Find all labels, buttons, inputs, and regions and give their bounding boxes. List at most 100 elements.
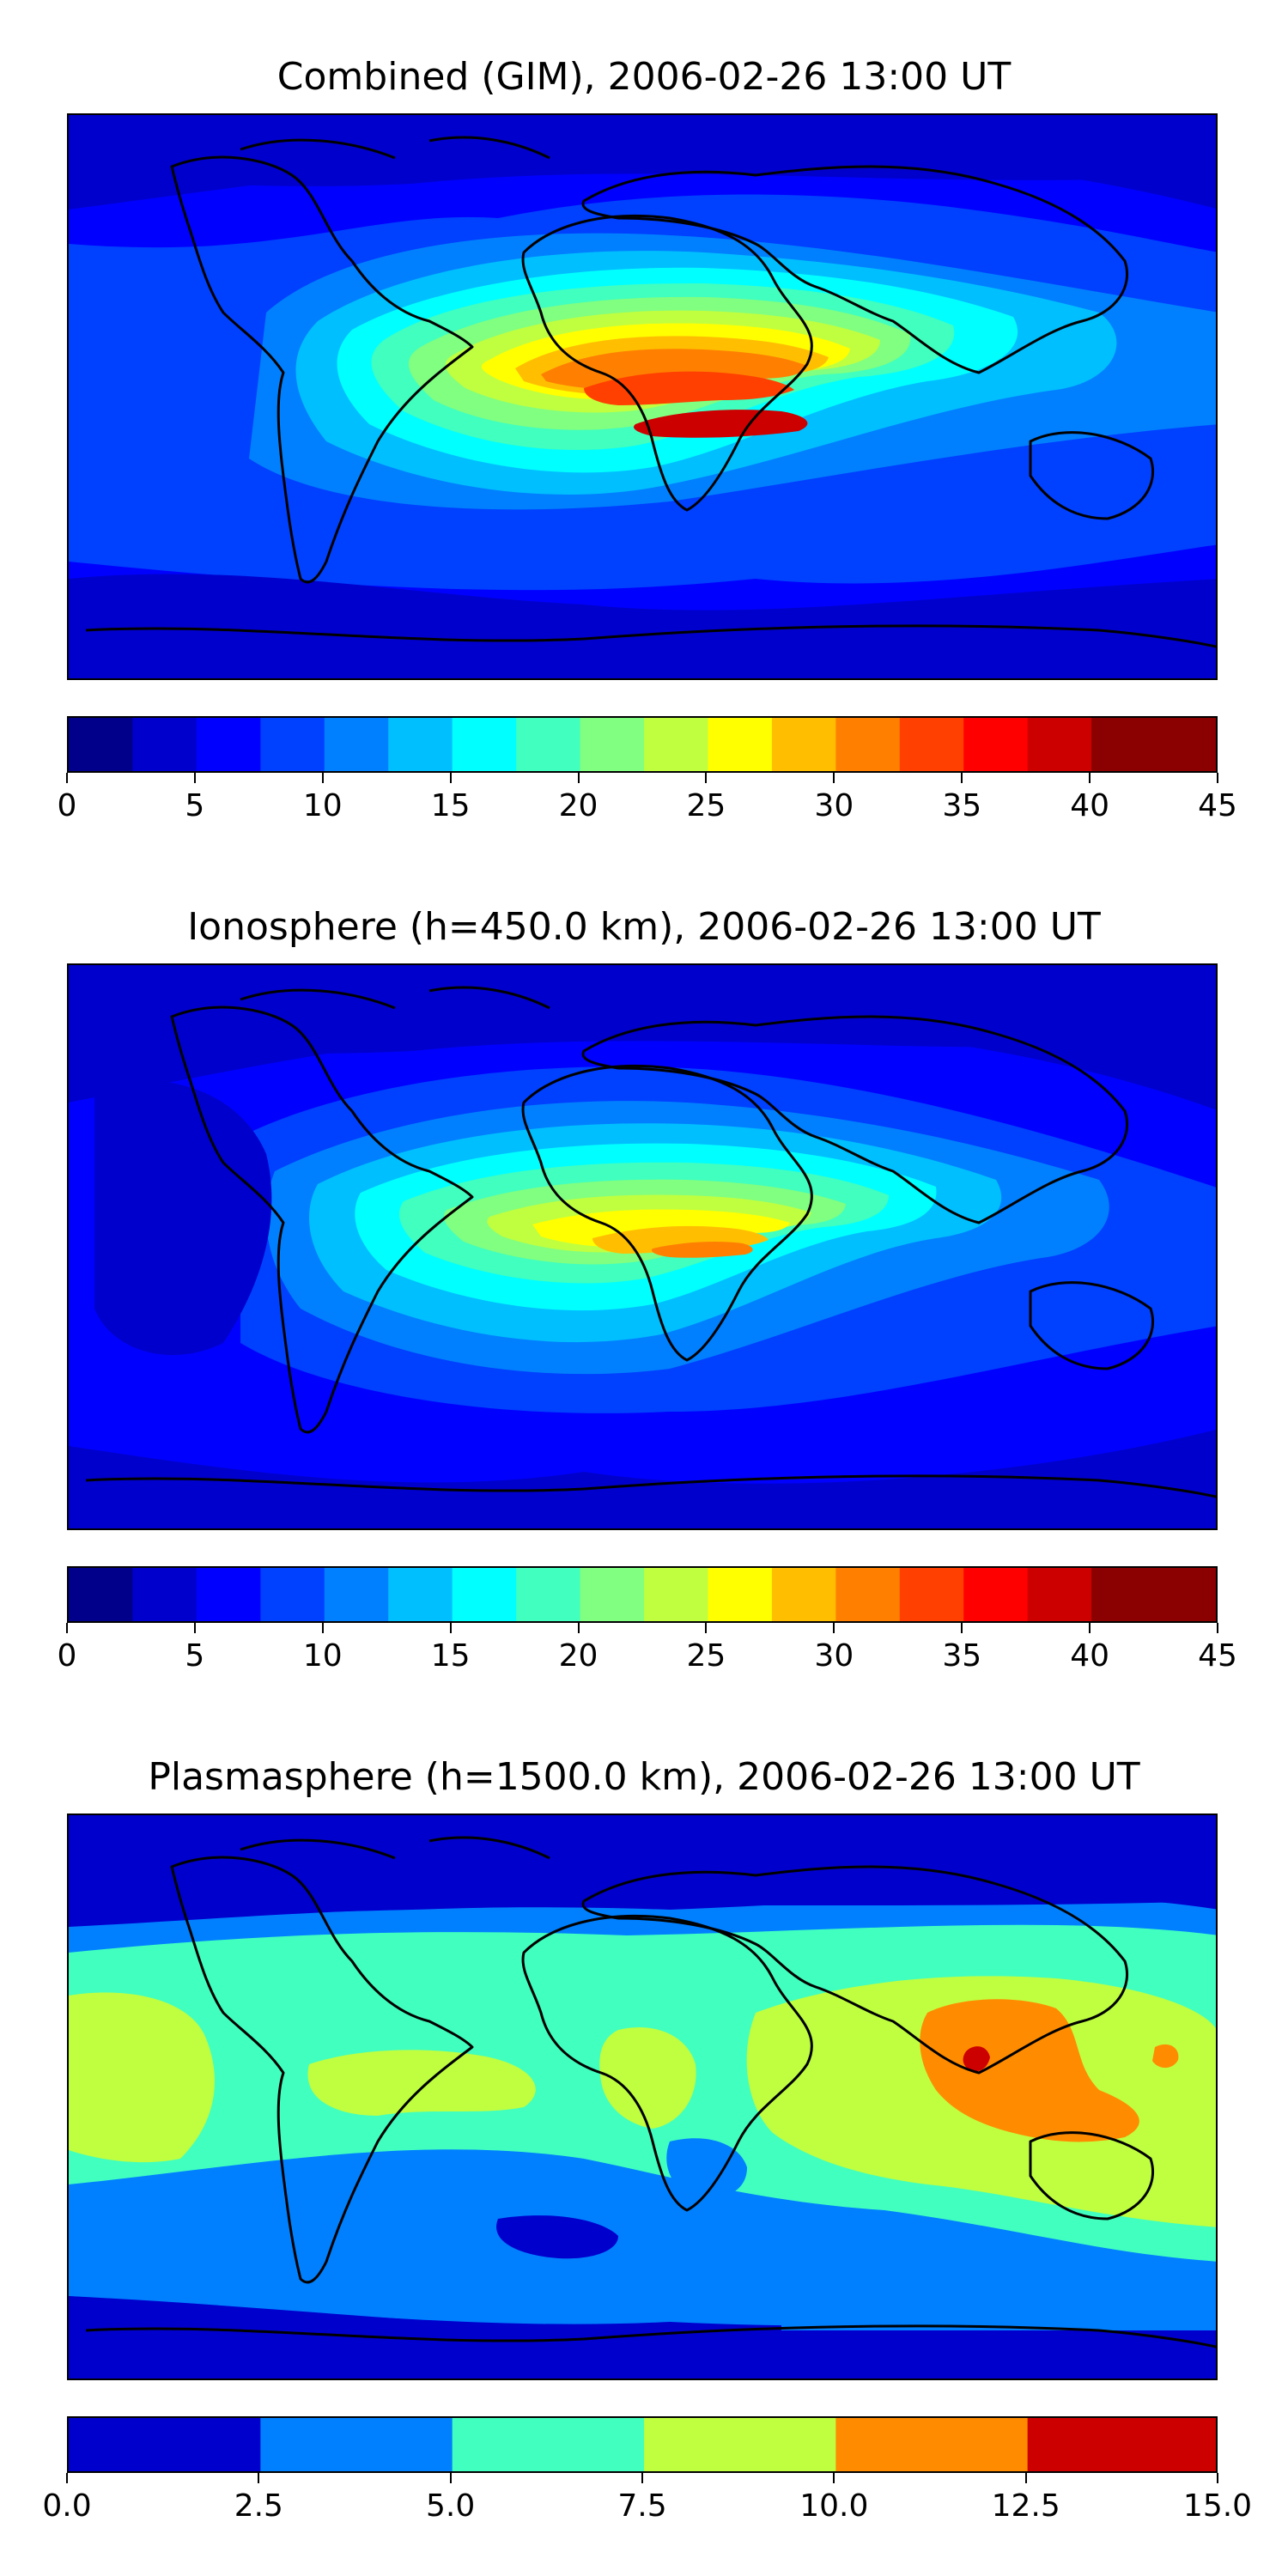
colorbar-tick-label: 35 xyxy=(942,1638,982,1674)
colorbar-segment xyxy=(644,2418,836,2471)
colorbar-tick-label: 10 xyxy=(302,1638,343,1674)
colorbar-tick-mark xyxy=(705,1623,708,1633)
colorbar-tick-label: 40 xyxy=(1070,788,1110,823)
colorbar-svg xyxy=(69,2418,1216,2471)
colorbar-tick-mark xyxy=(1217,2473,1218,2483)
colorbar-segment xyxy=(452,718,517,771)
colorbar-tick-mark xyxy=(705,773,708,783)
colorbar-segment xyxy=(69,2418,261,2471)
colorbar-tick-label: 0.0 xyxy=(42,2488,92,2524)
heatmap-map xyxy=(67,113,1218,680)
heatmap-map xyxy=(67,963,1218,1530)
chart-title: Ionosphere (h=450.0 km), 2006-02-26 13:0… xyxy=(187,905,1101,949)
colorbar-segment xyxy=(835,1568,901,1621)
colorbar-tick-mark xyxy=(961,773,963,783)
colorbar-tick-mark xyxy=(66,773,68,783)
colorbar-ticks: 0 5 10 15 20 25 30 35 40 45 xyxy=(58,1623,1237,1674)
colorbar-ticks: 0.0 2.5 5.0 7.5 10.0 12.5 15.0 xyxy=(42,2473,1252,2524)
colorbar-segment xyxy=(324,1568,389,1621)
colorbar-tick-label: 20 xyxy=(558,788,598,823)
colorbar-tick-label: 15 xyxy=(430,788,471,823)
colorbar-tick-mark xyxy=(1089,1623,1091,1633)
colorbar-segment xyxy=(69,1568,134,1621)
colorbar-tick-label: 0 xyxy=(57,1638,77,1674)
colorbar-tick-label: 25 xyxy=(686,788,726,823)
colorbar-segment xyxy=(835,718,901,771)
heatmap-map xyxy=(67,1814,1218,2380)
colorbar-tick-label: 10.0 xyxy=(799,2488,869,2524)
colorbar-svg xyxy=(69,1568,1216,1621)
colorbar-segment xyxy=(132,1568,197,1621)
colorbar-segment xyxy=(260,1568,325,1621)
colorbar-segment xyxy=(452,1568,517,1621)
colorbar-tick-mark xyxy=(577,773,580,783)
colorbar-tick-label: 12.5 xyxy=(991,2488,1060,2524)
colorbar-segment xyxy=(1091,718,1157,771)
colorbar-tick-label: 45 xyxy=(1198,788,1237,823)
colorbar-tick-mark xyxy=(833,1623,835,1633)
colorbar-tick-label: 2.5 xyxy=(234,2488,283,2524)
colorbar-tick-mark xyxy=(1089,773,1091,783)
colorbar xyxy=(67,1566,1218,1623)
colorbar-segment xyxy=(580,1568,645,1621)
colorbar-tick-label: 30 xyxy=(814,1638,854,1674)
colorbar-tick-label: 5.0 xyxy=(426,2488,476,2524)
colorbar-tick-label: 5 xyxy=(185,1638,205,1674)
colorbar-segment xyxy=(771,718,836,771)
colorbar-tick-mark xyxy=(193,773,196,783)
colorbar-segment xyxy=(771,1568,836,1621)
colorbar-segment xyxy=(324,718,389,771)
colorbar-segment xyxy=(835,2418,1029,2471)
colorbar-segment xyxy=(1027,1568,1092,1621)
colorbar-tick-label: 15 xyxy=(430,1638,471,1674)
colorbar-segment xyxy=(1027,2418,1216,2471)
colorbar-segment xyxy=(708,718,773,771)
colorbar-tick-label: 15.0 xyxy=(1182,2488,1253,2524)
colorbar-tick-mark xyxy=(449,1623,452,1633)
colorbar-segments xyxy=(69,1568,1216,1621)
colorbar-segment xyxy=(132,718,197,771)
chart-title: Plasmasphere (h=1500.0 km), 2006-02-26 1… xyxy=(148,1755,1140,1799)
colorbar-segment xyxy=(516,718,581,771)
colorbar-segment xyxy=(388,718,453,771)
colorbar-tick-mark xyxy=(449,773,452,783)
colorbar-tick-label: 20 xyxy=(558,1638,598,1674)
colorbar-segment xyxy=(388,1568,453,1621)
colorbar-tick-mark xyxy=(258,2473,260,2483)
colorbar-tick-mark xyxy=(449,2473,452,2483)
heatmap-svg xyxy=(69,1815,1216,2379)
colorbar-segment xyxy=(1155,1568,1216,1621)
heatmap-svg xyxy=(69,115,1216,678)
chart-title: Combined (GIM), 2006-02-26 13:00 UT xyxy=(276,55,1012,99)
colorbar-tick-mark xyxy=(66,2473,68,2483)
colorbar-tick-label: 30 xyxy=(814,788,854,823)
colorbar-ticks: 0 5 10 15 20 25 30 35 40 45 xyxy=(58,773,1237,824)
colorbar-tick-label: 40 xyxy=(1070,1638,1110,1674)
colorbar-segment xyxy=(899,1568,964,1621)
colorbar-segment xyxy=(644,1568,709,1621)
colorbar-tick-mark xyxy=(1024,2473,1027,2483)
colorbar-tick-mark xyxy=(833,773,835,783)
colorbar-segment xyxy=(260,718,325,771)
colorbar-segment xyxy=(644,718,709,771)
colorbar-tick-mark xyxy=(321,1623,324,1633)
colorbar-tick-label: 45 xyxy=(1198,1638,1237,1674)
colorbar-tick-mark xyxy=(321,773,324,783)
colorbar xyxy=(67,716,1218,773)
colorbar-segment xyxy=(196,718,261,771)
colorbar-tick-label: 25 xyxy=(686,1638,726,1674)
colorbar-tick-mark xyxy=(193,1623,196,1633)
colorbar-tick-mark xyxy=(833,2473,835,2483)
colorbar-segment xyxy=(260,2418,453,2471)
colorbar xyxy=(67,2416,1218,2473)
colorbar-segment xyxy=(452,2418,645,2471)
colorbar-segment xyxy=(196,1568,261,1621)
colorbar-segment xyxy=(69,718,134,771)
colorbar-segment xyxy=(899,718,964,771)
colorbar-segment xyxy=(963,1568,1029,1621)
colorbar-tick-label: 7.5 xyxy=(617,2488,667,2524)
colorbar-tick-mark xyxy=(961,1623,963,1633)
colorbar-tick-mark xyxy=(641,2473,643,2483)
colorbar-segment xyxy=(1091,1568,1157,1621)
colorbar-tick-label: 5 xyxy=(185,788,205,823)
